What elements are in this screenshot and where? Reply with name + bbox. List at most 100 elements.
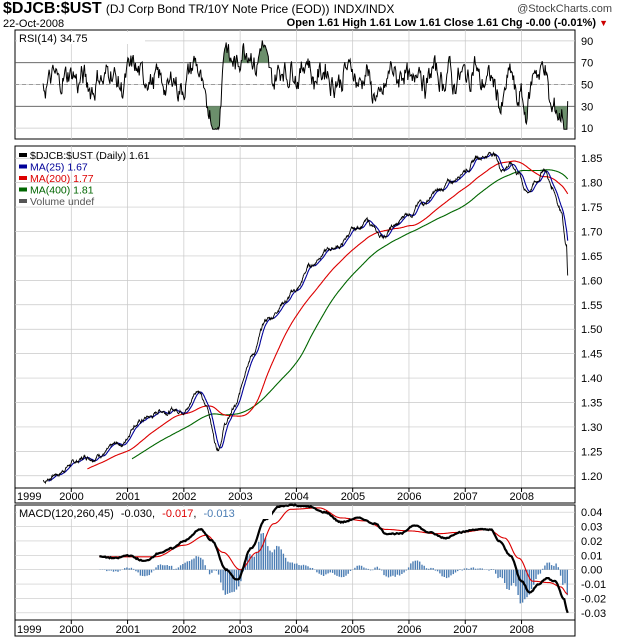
macd-histogram-bar (504, 569, 506, 583)
macd-tick-label: 0.02 (581, 536, 602, 548)
macd-histogram-bar (146, 569, 148, 576)
macd-legend-hist: -0.013 (204, 508, 235, 520)
macd-histogram-bar (396, 569, 399, 575)
price-tick-label: 1.70 (581, 227, 602, 239)
macd-legend-bg (17, 507, 272, 519)
price-tick-label: 1.20 (581, 471, 602, 483)
macd-histogram-bar (553, 565, 555, 570)
macd-histogram-bar (510, 569, 513, 586)
macd-histogram-bar (132, 568, 135, 570)
macd-histogram-bar (367, 568, 369, 570)
macd-histogram-bar (497, 569, 499, 579)
macd-histogram-bar (318, 569, 320, 574)
macd-histogram-bar (423, 565, 425, 570)
macd-histogram-bar (155, 567, 157, 570)
macd-tick-label: 0.01 (581, 550, 602, 562)
macd-histogram-bar (150, 569, 153, 573)
watermark: @StockCharts.com (517, 3, 612, 15)
macd-histogram-bar (135, 569, 137, 572)
price-tick-label: 1.75 (581, 202, 602, 214)
macd-histogram-bar (378, 568, 381, 570)
macd-histogram-bar (213, 569, 215, 571)
year-tick-label: 2000 (59, 624, 83, 636)
macd-panel: 0.04 0.03 0.02 0.01 0.00 -0.01 -0.02 -0.03 MACD… (14, 503, 606, 621)
macd-histogram-bar (338, 569, 340, 577)
legend-entry: MA(25) 1.67 (30, 162, 88, 174)
macd-histogram-bar (255, 551, 258, 570)
macd-legend-label: MACD(120,260,45) (19, 508, 114, 520)
macd-histogram-bar (340, 569, 343, 578)
macd-histogram-bar (477, 568, 479, 570)
price-panel: 1.85 1.80 1.75 1.70 1.65 1.60 1.55 1.50 1.45 1.40… (14, 145, 602, 489)
macd-histogram-bar (517, 569, 519, 595)
macd-histogram-bar (515, 569, 517, 587)
macd-histogram-bar (492, 569, 495, 570)
price-tick-label: 1.85 (581, 153, 602, 165)
year-tick-label: 2002 (172, 491, 196, 503)
ma400-line (131, 169, 569, 460)
macd-histogram-bar (488, 569, 490, 571)
macd-histogram-bar (217, 569, 220, 575)
macd-histogram-bar (392, 569, 394, 576)
macd-histogram-bar (115, 569, 117, 572)
macd-histogram-bar (128, 568, 130, 570)
macd-legend-signal: -0.017 (162, 508, 193, 520)
rsi-tick-label: 10 (581, 123, 593, 135)
macd-histogram-bar (508, 569, 510, 590)
macd-histogram-bar (164, 565, 166, 570)
ma200-line (87, 160, 569, 470)
macd-histogram-bar (501, 569, 504, 579)
macd-histogram-bar (421, 564, 423, 570)
price-tick-label: 1.55 (581, 300, 602, 312)
price-line (42, 151, 569, 485)
macd-histogram-bar (390, 569, 392, 577)
macd-histogram-bar (347, 569, 349, 574)
macd-histogram-bar (184, 562, 186, 570)
macd-histogram-bar (325, 569, 327, 575)
rsi-legend: RSI(14) 34.75 (19, 33, 87, 45)
price-tick-label: 1.25 (581, 446, 602, 458)
macd-histogram-bar (197, 556, 200, 570)
x-axis-top: 1999 2000 2001 2002 2003 2004 2005 2006 2007 2008 (14, 487, 576, 504)
macd-histogram-bar (372, 569, 374, 571)
macd-histogram-bar (354, 567, 356, 570)
legend-swatch (19, 187, 27, 192)
macd-histogram-bar (148, 569, 150, 576)
macd-histogram-bar (441, 569, 443, 577)
macd-histogram-bar (385, 569, 387, 577)
macd-histogram-bar (182, 564, 184, 570)
year-tick-label: 2007 (453, 491, 477, 503)
macd-histogram-bar (506, 569, 508, 589)
macd-histogram-bar (394, 569, 396, 577)
year-tick-label: 2005 (341, 624, 365, 636)
macd-histogram-bar (280, 549, 282, 570)
macd-histogram-bar (398, 569, 401, 576)
macd-histogram-bar (564, 569, 566, 584)
macd-histogram-bar (474, 568, 477, 570)
price-tick-label: 1.30 (581, 422, 602, 434)
macd-histogram-bar (369, 569, 372, 571)
macd-histogram-bar (566, 569, 568, 596)
macd-histogram-bar (320, 569, 323, 575)
macd-histogram-bar (454, 569, 457, 573)
macd-histogram-bar (490, 569, 492, 570)
year-tick-label: 2002 (172, 624, 196, 636)
macd-y-ticks: 0.04 0.03 0.02 0.01 0.00 -0.01 -0.02 -0.03 (581, 507, 606, 620)
macd-histogram-bar (173, 569, 175, 570)
rsi-overbought-fill (348, 59, 351, 63)
price-tick-label: 1.50 (581, 324, 602, 336)
macd-histogram-bar (289, 562, 291, 570)
macd-histogram-bar (459, 569, 461, 570)
legend-swatch (19, 153, 27, 157)
macd-histogram-bar (533, 569, 535, 585)
macd-tick-label: -0.01 (581, 579, 606, 591)
macd-histogram-bar (452, 569, 454, 575)
macd-histogram-bar (124, 568, 126, 570)
macd-histogram-bar (331, 569, 334, 573)
year-tick-label: 2004 (284, 491, 308, 503)
macd-histogram-bar (358, 565, 361, 570)
macd-histogram-bar (215, 569, 217, 571)
symbol: $DJCB:$UST (3, 0, 102, 17)
price-tick-label: 1.40 (581, 373, 602, 385)
year-tick-label: 2001 (116, 624, 140, 636)
